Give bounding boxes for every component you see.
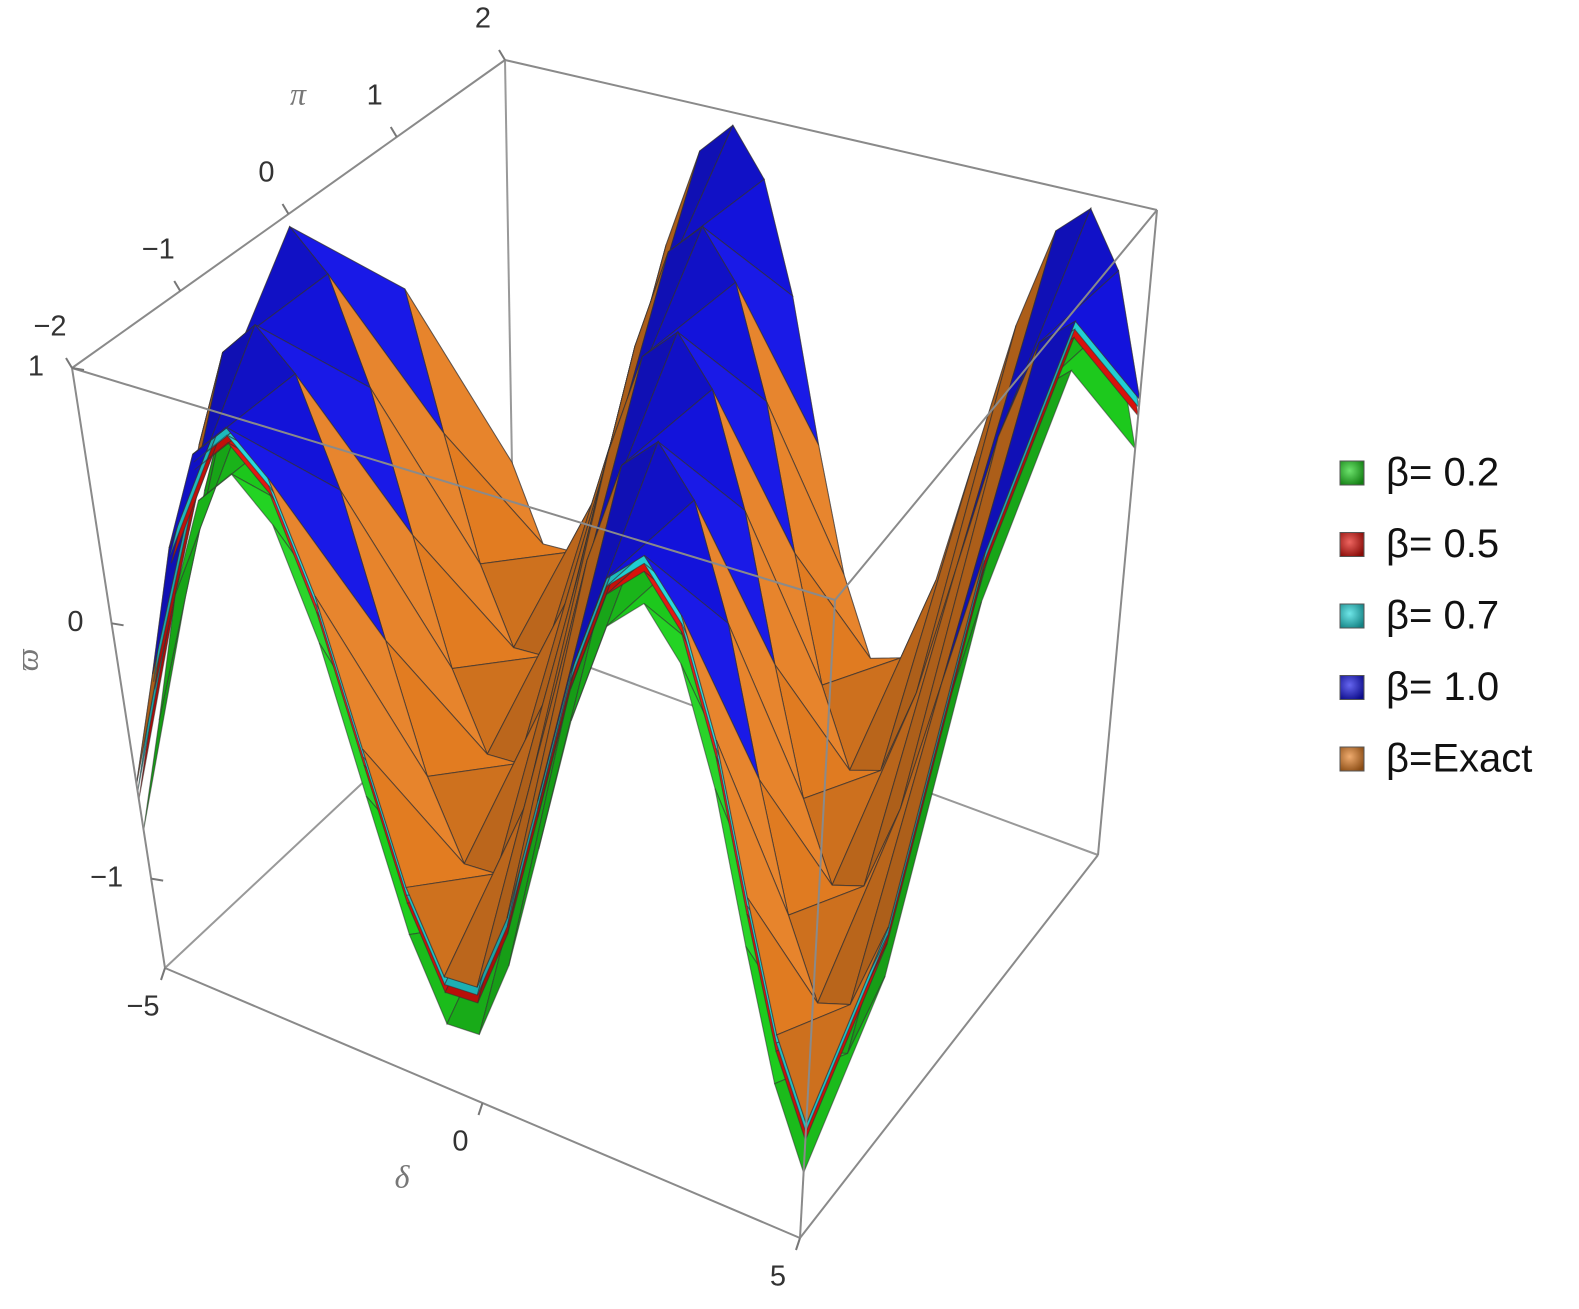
x-tick-label: 0 bbox=[452, 1126, 468, 1158]
y-tick-label: −1 bbox=[142, 234, 175, 266]
y-axis-label: π bbox=[290, 75, 307, 111]
x-axis-label: δ bbox=[395, 1158, 411, 1194]
y-tick bbox=[173, 280, 182, 292]
y-tick bbox=[65, 357, 73, 369]
legend-label: β= 0.5 bbox=[1386, 522, 1499, 566]
z-tick-label: 0 bbox=[67, 606, 83, 638]
box-edge bbox=[71, 367, 836, 601]
legend-label: β= 1.0 bbox=[1386, 665, 1499, 709]
y-tick-label: 2 bbox=[475, 3, 491, 35]
legend-swatch bbox=[1339, 460, 1365, 486]
y-tick bbox=[389, 126, 398, 138]
legend: β= 0.2 β= 0.5 β= 0.7 β= 1.0 β=Exact bbox=[1339, 451, 1532, 781]
x-tick-label: −5 bbox=[126, 991, 159, 1023]
ticks: −5 0 5 −2 −1 0 1 2 −1 0 1 bbox=[28, 3, 801, 1293]
legend-swatch bbox=[1339, 675, 1365, 700]
box-front bbox=[71, 59, 1158, 1239]
legend-label: β= 0.2 bbox=[1386, 451, 1499, 495]
y-tick-label: 1 bbox=[367, 80, 383, 112]
legend-label: β= 0.7 bbox=[1386, 594, 1499, 638]
box-edge bbox=[799, 599, 836, 1239]
legend-swatch bbox=[1339, 532, 1365, 557]
z-axis-label: ϖ bbox=[8, 648, 44, 671]
y-tick bbox=[498, 49, 506, 61]
legend-swatch bbox=[1339, 746, 1365, 772]
surface-patch bbox=[776, 926, 889, 1126]
x-tick bbox=[477, 1102, 484, 1116]
z-tick bbox=[150, 877, 164, 882]
box-edge bbox=[1097, 209, 1158, 856]
box-edge bbox=[71, 367, 166, 969]
legend-label: β=Exact bbox=[1386, 737, 1532, 781]
z-tick-label: 1 bbox=[28, 351, 44, 383]
legend-swatch bbox=[1339, 603, 1365, 629]
box-edge bbox=[504, 59, 1158, 211]
z-tick bbox=[71, 367, 85, 371]
x-tick bbox=[160, 967, 166, 981]
surfaces bbox=[135, 124, 1141, 1175]
z-tick bbox=[111, 622, 124, 627]
y-tick-label: 0 bbox=[258, 157, 274, 189]
z-tick-label: −1 bbox=[90, 861, 123, 893]
box-edge bbox=[799, 854, 1099, 1239]
x-tick-label: 5 bbox=[770, 1261, 786, 1293]
y-tick bbox=[281, 203, 290, 215]
box-edge bbox=[834, 209, 1158, 601]
y-tick-label: −2 bbox=[33, 311, 66, 343]
x-tick bbox=[795, 1237, 801, 1251]
